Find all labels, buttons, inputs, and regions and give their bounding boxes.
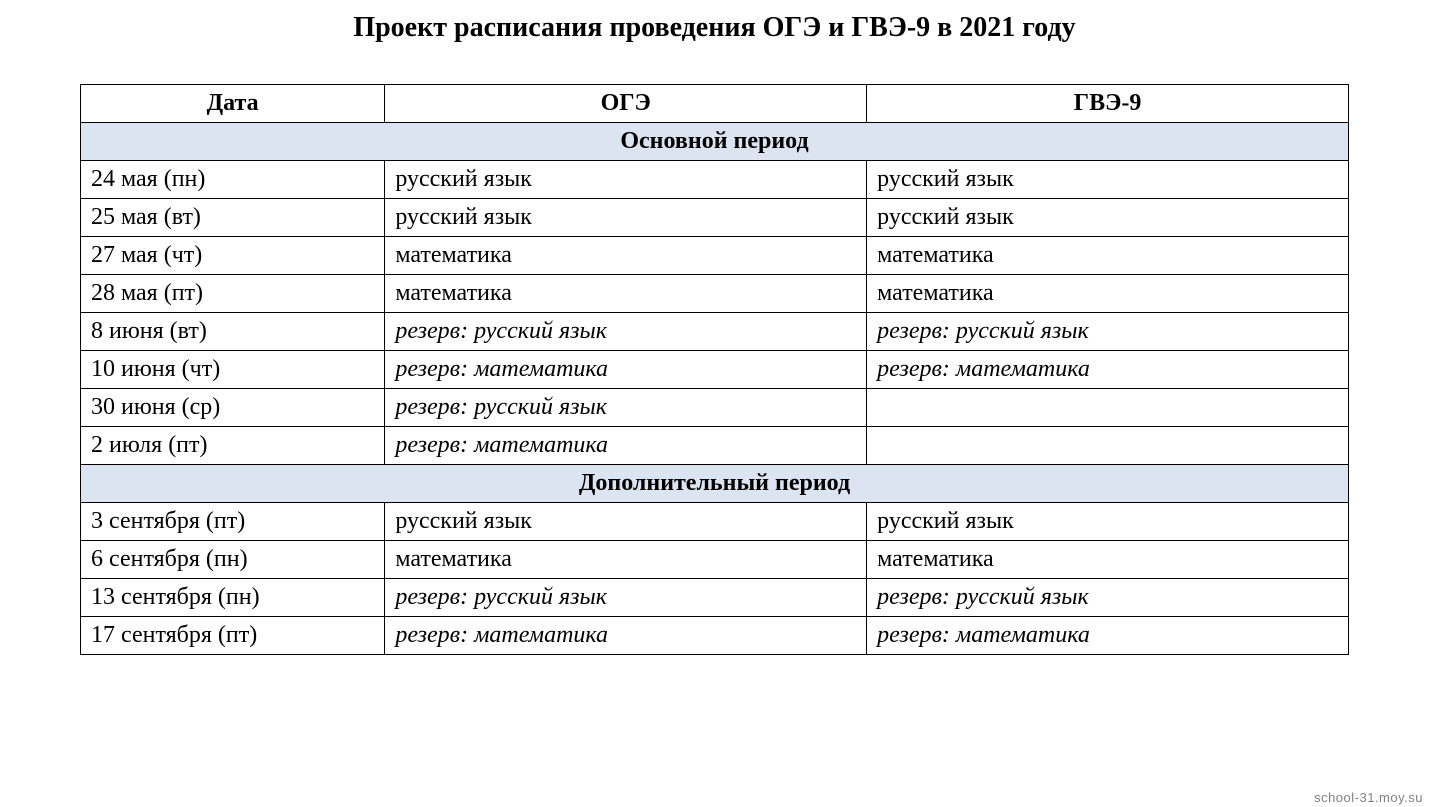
cell-date: 2 июля (пт) (81, 427, 385, 465)
cell-date: 10 июня (чт) (81, 351, 385, 389)
cell-date: 3 сентября (пт) (81, 503, 385, 541)
cell-oge: математика (385, 541, 867, 579)
cell-oge: русский язык (385, 161, 867, 199)
cell-date: 13 сентября (пн) (81, 579, 385, 617)
cell-gve: математика (867, 237, 1349, 275)
table-row: 28 мая (пт)математикаматематика (81, 275, 1349, 313)
cell-gve: математика (867, 541, 1349, 579)
cell-gve (867, 427, 1349, 465)
cell-gve: резерв: математика (867, 351, 1349, 389)
cell-oge: резерв: математика (385, 427, 867, 465)
cell-oge: математика (385, 275, 867, 313)
table-row: 25 мая (вт)русский языкрусский язык (81, 199, 1349, 237)
col-date: Дата (81, 85, 385, 123)
cell-date: 28 мая (пт) (81, 275, 385, 313)
col-gve: ГВЭ-9 (867, 85, 1349, 123)
cell-date: 25 мая (вт) (81, 199, 385, 237)
cell-gve: русский язык (867, 503, 1349, 541)
section-title: Дополнительный период (81, 465, 1349, 503)
table-row: 24 мая (пн)русский языкрусский язык (81, 161, 1349, 199)
table-row: 27 мая (чт)математикаматематика (81, 237, 1349, 275)
page-title: Проект расписания проведения ОГЭ и ГВЭ-9… (0, 0, 1429, 84)
cell-gve: математика (867, 275, 1349, 313)
cell-date: 8 июня (вт) (81, 313, 385, 351)
cell-oge: математика (385, 237, 867, 275)
cell-oge: резерв: русский язык (385, 313, 867, 351)
table-row: 8 июня (вт)резерв: русский языкрезерв: р… (81, 313, 1349, 351)
table-row: 2 июля (пт)резерв: математика (81, 427, 1349, 465)
cell-gve: резерв: русский язык (867, 579, 1349, 617)
cell-oge: резерв: русский язык (385, 389, 867, 427)
cell-gve: русский язык (867, 161, 1349, 199)
cell-gve (867, 389, 1349, 427)
cell-gve: русский язык (867, 199, 1349, 237)
cell-date: 27 мая (чт) (81, 237, 385, 275)
table-row: 10 июня (чт)резерв: математикарезерв: ма… (81, 351, 1349, 389)
cell-date: 30 июня (ср) (81, 389, 385, 427)
cell-oge: русский язык (385, 199, 867, 237)
cell-oge: резерв: русский язык (385, 579, 867, 617)
table-row: 3 сентября (пт)русский языкрусский язык (81, 503, 1349, 541)
schedule-table: Дата ОГЭ ГВЭ-9 Основной период24 мая (пн… (80, 84, 1349, 655)
cell-date: 24 мая (пн) (81, 161, 385, 199)
watermark: school-31.moy.su (1314, 790, 1423, 805)
table-row: 30 июня (ср)резерв: русский язык (81, 389, 1349, 427)
schedule-table-wrap: Дата ОГЭ ГВЭ-9 Основной период24 мая (пн… (0, 84, 1429, 655)
section-header: Основной период (81, 123, 1349, 161)
table-row: 6 сентября (пн)математикаматематика (81, 541, 1349, 579)
cell-oge: русский язык (385, 503, 867, 541)
cell-gve: резерв: русский язык (867, 313, 1349, 351)
col-oge: ОГЭ (385, 85, 867, 123)
table-header-row: Дата ОГЭ ГВЭ-9 (81, 85, 1349, 123)
cell-gve: резерв: математика (867, 617, 1349, 655)
cell-date: 17 сентября (пт) (81, 617, 385, 655)
table-body: Основной период24 мая (пн)русский языкру… (81, 123, 1349, 655)
cell-date: 6 сентября (пн) (81, 541, 385, 579)
cell-oge: резерв: математика (385, 351, 867, 389)
table-row: 17 сентября (пт)резерв: математикарезерв… (81, 617, 1349, 655)
section-header: Дополнительный период (81, 465, 1349, 503)
table-row: 13 сентября (пн)резерв: русский языкрезе… (81, 579, 1349, 617)
section-title: Основной период (81, 123, 1349, 161)
cell-oge: резерв: математика (385, 617, 867, 655)
